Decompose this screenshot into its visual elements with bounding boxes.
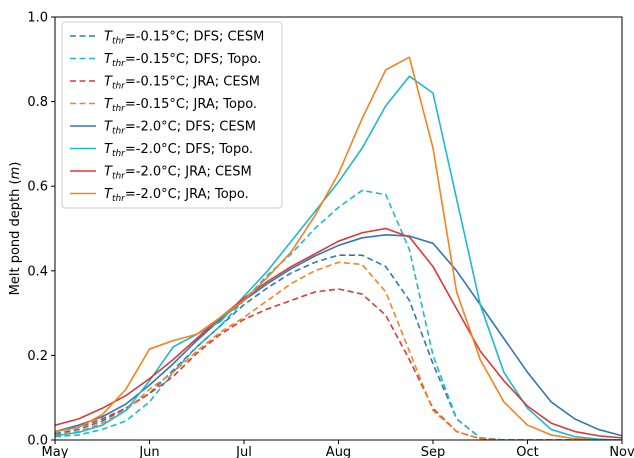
y-axis-label: Melt pond depth (m) (8, 162, 23, 296)
legend-item: Tthr=-2.0°C; DFS; CESM (70, 120, 256, 137)
y-tick-label: 0.6 (27, 180, 48, 195)
series-line-2 (55, 189, 622, 440)
series-line-5 (55, 234, 622, 437)
legend-label: Tthr=-0.15°C; DFS; Topo. (104, 52, 261, 69)
series-line-4 (55, 261, 622, 440)
y-tick-label: 0.4 (27, 264, 48, 279)
legend-label: Tthr=-2.0°C; DFS; Topo. (104, 142, 253, 159)
legend-item: Tthr=-0.15°C; JRA; Topo. (70, 97, 257, 114)
legend-item: Tthr=-2.0°C; DFS; Topo. (70, 142, 253, 159)
x-tick-label: May (42, 445, 69, 458)
legend-label: Tthr=-2.0°C; JRA; CESM (104, 165, 252, 182)
x-tick-label: Jun (138, 445, 159, 458)
legend-box (61, 21, 283, 209)
y-tick-label: 0.2 (27, 349, 48, 364)
x-tick-label: Jul (235, 445, 252, 458)
x-axis: May Jun Jul Aug Sep Oct Nov (42, 440, 634, 458)
y-tick-label: 0.8 (27, 95, 48, 110)
legend-item: Tthr=-0.15°C; DFS; CESM (70, 30, 264, 47)
x-tick-label: Nov (609, 445, 634, 458)
series-line-8 (55, 56, 622, 440)
series-layer (55, 56, 622, 440)
legend-item: Tthr=-0.15°C; JRA; CESM (70, 75, 260, 92)
y-axis-label-text: Melt pond depth ( (8, 179, 23, 295)
y-axis-label-unit: m (8, 167, 23, 180)
x-tick-label: Oct (516, 445, 538, 458)
y-tick-label: 1.0 (27, 11, 48, 26)
x-tick-label: Aug (326, 445, 351, 458)
series-line-7 (55, 227, 622, 439)
series-line-3 (55, 288, 622, 440)
series-line-6 (55, 75, 622, 440)
y-tick-label: 0.0 (27, 434, 48, 449)
legend-label: Tthr=-0.15°C; JRA; Topo. (104, 97, 257, 114)
legend-label: Tthr=-0.15°C; JRA; CESM (104, 75, 260, 92)
legend-item: Tthr=-2.0°C; JRA; CESM (70, 165, 252, 182)
legend-item: Tthr=-0.15°C; DFS; Topo. (70, 52, 261, 69)
x-tick-label: Sep (421, 445, 446, 458)
legend-item: Tthr=-2.0°C; JRA; Topo. (70, 187, 249, 204)
legend: Tthr=-0.15°C; DFS; CESM Tthr=-0.15°C; DFS… (61, 21, 283, 209)
y-axis-label-close: ) (8, 162, 23, 167)
legend-label: Tthr=-2.0°C; DFS; CESM (104, 120, 256, 137)
y-axis: 0.0 0.2 0.4 0.6 0.8 1.0 (27, 11, 55, 449)
legend-label: Tthr=-0.15°C; DFS; CESM (104, 30, 264, 47)
legend-label: Tthr=-2.0°C; JRA; Topo. (104, 187, 249, 204)
